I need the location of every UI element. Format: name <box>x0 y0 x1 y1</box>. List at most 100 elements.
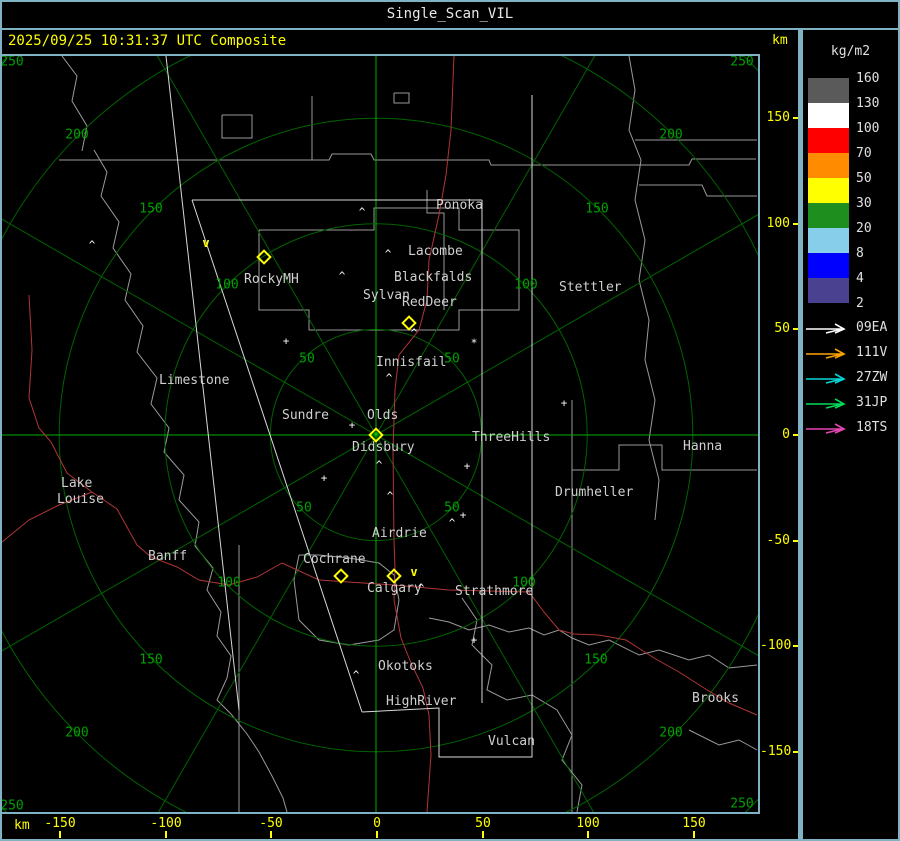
ring-label-100: 100 <box>215 277 239 293</box>
right-axis-tick <box>793 645 799 647</box>
right-axis-tick-label: 50 <box>774 321 790 336</box>
ring-label-250: 250 <box>730 796 754 812</box>
city-label-drumheller: Drumheller <box>555 485 634 500</box>
bottom-axis-tick <box>693 831 695 838</box>
city-label-cochrane: Cochrane <box>303 552 366 567</box>
scale-swatch-yellow <box>808 178 849 203</box>
map-viewport[interactable]: 50 50 50 50 100 100 100 100 150 150 150 … <box>2 56 758 812</box>
ring-label-200: 200 <box>65 725 89 741</box>
panel-separator <box>798 28 803 841</box>
city-label-didsbury: Didsbury <box>352 440 415 455</box>
station-arrow-icon <box>806 373 846 384</box>
ring-label-200: 200 <box>659 725 683 741</box>
caret-marker-icon: ^ <box>88 238 96 252</box>
bottom-axis-tick <box>270 831 272 838</box>
ring-label-250: 250 <box>2 56 24 70</box>
scale-swatch-white <box>808 103 849 128</box>
plus-marker-icon: + <box>459 508 467 522</box>
station-id-label: 18TS <box>856 420 888 435</box>
right-axis-tick-label: -100 <box>760 638 792 653</box>
caret-marker-icon: ^ <box>448 516 456 530</box>
highways <box>2 56 758 812</box>
ring-label-150: 150 <box>584 652 608 668</box>
station-arrow-icon <box>806 423 846 434</box>
border-bottom <box>0 839 900 841</box>
ring-label-150: 150 <box>585 201 609 217</box>
scale-value-label: 20 <box>856 221 872 236</box>
station-id-label: 27ZW <box>856 370 888 385</box>
right-axis-tick <box>793 117 799 119</box>
scale-swatch-blue <box>808 253 849 278</box>
ring-label-50: 50 <box>296 500 312 516</box>
city-label-blackfalds: Blackfalds <box>394 270 473 285</box>
radar-center-dot <box>373 431 379 436</box>
city-label-vulcan: Vulcan <box>488 734 535 749</box>
city-label-strathmore: Strathmore <box>455 584 534 599</box>
border-top <box>0 0 900 2</box>
scale-value-label: 100 <box>856 121 880 136</box>
ring-label-100: 100 <box>514 277 538 293</box>
map-top-border <box>0 54 760 56</box>
city-label-stettler: Stettler <box>559 280 622 295</box>
station-arrow-icon <box>806 323 846 334</box>
city-label-threehills: ThreeHills <box>472 430 551 445</box>
ring-label-100: 100 <box>217 575 241 591</box>
ring-label-200: 200 <box>659 127 683 143</box>
caret-marker-icon: ^ <box>385 371 393 385</box>
city-label-highriver: HighRiver <box>386 694 457 709</box>
scale-value-label: 70 <box>856 146 872 161</box>
right-axis-unit: km <box>772 33 788 48</box>
scale-swatch-green <box>808 203 849 228</box>
city-label-lacombe: Lacombe <box>408 244 463 259</box>
right-axis-tick-label: 150 <box>766 110 790 125</box>
legend-unit-label: kg/m2 <box>830 44 871 59</box>
bottom-axis-tick <box>482 831 484 838</box>
scale-swatch-gray <box>808 78 849 103</box>
city-label-ponoka: Ponoka <box>436 198 483 213</box>
bottom-axis-tick-label: -150 <box>44 816 76 831</box>
station-id-label: 31JP <box>856 395 888 410</box>
caret-marker-icon: ^ <box>352 668 360 682</box>
scale-value-label: 30 <box>856 196 872 211</box>
right-axis-tick-label: 0 <box>782 427 790 442</box>
right-axis-tick-label: -50 <box>766 533 790 548</box>
station-id-label: 111V <box>856 345 888 360</box>
scale-value-label: 8 <box>856 246 864 261</box>
ring-label-50: 50 <box>444 351 460 367</box>
scale-value-label: 160 <box>856 71 880 86</box>
city-label-airdrie: Airdrie <box>372 526 427 541</box>
scale-value-label: 50 <box>856 171 872 186</box>
right-axis-tick-label: -150 <box>760 744 792 759</box>
arrow-down-marker-icon: v <box>202 236 210 250</box>
window-title: Single_Scan_VIL <box>386 6 514 22</box>
ring-label-150: 150 <box>139 201 163 217</box>
timestamp-label: 2025/09/25 10:31:37 UTC Composite <box>8 33 287 49</box>
scale-swatch-lightblue <box>808 228 849 253</box>
title-bar: Single_Scan_VIL <box>0 0 900 28</box>
scan-sector-outlines <box>165 56 533 758</box>
bottom-axis-tick-label: 100 <box>576 816 600 831</box>
right-axis-tick <box>793 223 799 225</box>
ring-label-50: 50 <box>299 351 315 367</box>
map-right-border <box>758 54 760 814</box>
caret-marker-icon: ^ <box>384 247 392 261</box>
caret-marker-icon: ^ <box>338 269 346 283</box>
border-left <box>0 0 2 841</box>
bottom-axis-tick-label: 0 <box>373 816 381 831</box>
caret-marker-icon: ^ <box>417 581 425 595</box>
station-arrow-icon <box>806 398 846 409</box>
scale-swatch-red <box>808 128 849 153</box>
city-label-limestone: Limestone <box>159 373 230 388</box>
bottom-axis-tick <box>587 831 589 838</box>
bottom-axis-tick-label: 50 <box>475 816 491 831</box>
ring-label-50: 50 <box>444 500 460 516</box>
plus-marker-icon: + <box>560 396 568 410</box>
right-axis-tick-label: 100 <box>766 216 790 231</box>
ring-label-200: 200 <box>65 127 89 143</box>
ring-label-250: 250 <box>730 56 754 70</box>
scale-value-label: 4 <box>856 271 864 286</box>
county-boundaries <box>59 56 758 812</box>
city-label-brooks: Brooks <box>692 691 739 706</box>
right-axis-tick <box>793 751 799 753</box>
scale-value-label: 130 <box>856 96 880 111</box>
